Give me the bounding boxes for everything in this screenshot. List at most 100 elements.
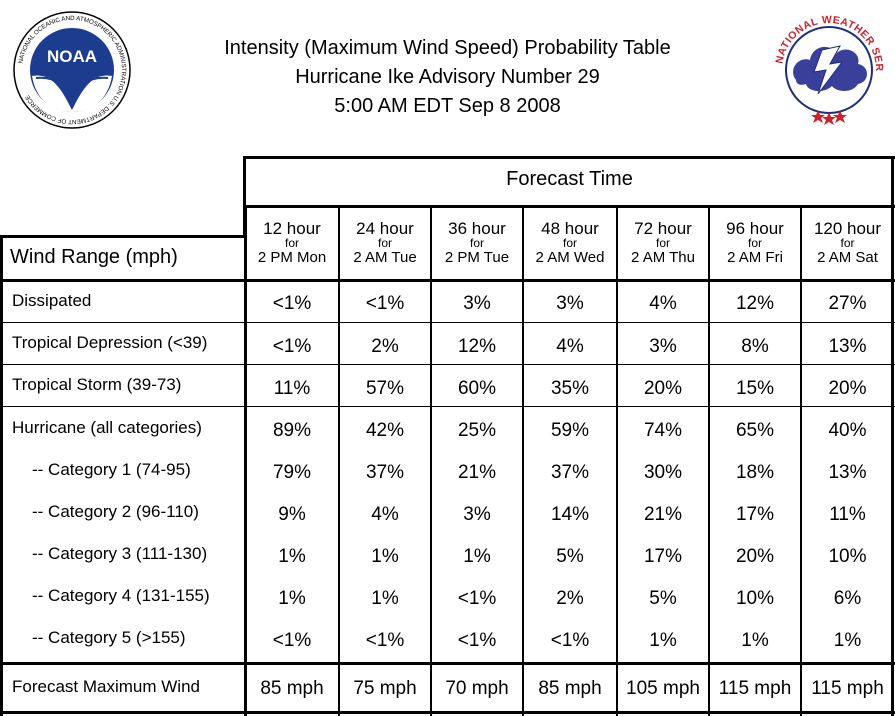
table-cell: 75 mph — [353, 678, 417, 699]
table-border — [0, 711, 895, 714]
table-cell: 17% — [735, 504, 775, 525]
table-divider — [0, 662, 895, 665]
column-for: for — [747, 236, 762, 250]
table-cell: 4% — [649, 293, 677, 314]
table-cell: 10% — [828, 546, 867, 567]
column-divider — [338, 205, 340, 716]
table-cell: 20% — [643, 378, 683, 399]
row-label: Hurricane (all categories) — [12, 418, 202, 437]
table-cell: 20% — [735, 546, 775, 567]
column-divider — [522, 205, 524, 716]
table-cell: 59% — [550, 420, 590, 441]
table-cell: 115 mph — [811, 678, 884, 699]
table-cell: 85 mph — [538, 678, 602, 699]
column-for: for — [284, 236, 299, 250]
table-cell: <1% — [457, 588, 497, 609]
column-date: 2 AM Sat — [817, 249, 878, 266]
table-cell: 12% — [735, 293, 775, 314]
table-cell: 1% — [741, 630, 769, 651]
table-divider — [0, 406, 895, 407]
table-cell: 1% — [278, 546, 306, 567]
table-cell: 11% — [273, 378, 311, 399]
noaa-logo: NOAA NATIONAL OCEANIC AND ATMOSPHERIC AD… — [13, 11, 131, 129]
table-cell: 2% — [556, 588, 584, 609]
table-cell: 8% — [741, 336, 769, 357]
title-line-1: Intensity (Maximum Wind Speed) Probabili… — [224, 37, 671, 59]
table-cell: 27% — [828, 293, 867, 314]
table-cell: 79% — [272, 462, 312, 483]
nws-logo: NATIONAL WEATHER SERVICE — [772, 8, 885, 125]
table-cell: 20% — [828, 378, 867, 399]
table-cell: 13% — [828, 462, 867, 483]
table-border — [0, 235, 246, 238]
table-cell: 35% — [550, 378, 590, 399]
table-cell: 105 mph — [626, 678, 700, 699]
table-cell: 11% — [829, 504, 866, 525]
table-cell: 1% — [463, 546, 491, 567]
column-hour: 120 hour — [813, 219, 882, 238]
table-cell: 1% — [278, 588, 306, 609]
column-for: for — [655, 236, 670, 250]
table-cell: 17% — [643, 546, 683, 567]
column-header: 96 hour for 2 AM Fri — [710, 220, 800, 266]
table-cell: <1% — [457, 630, 497, 651]
table-divider — [0, 279, 895, 282]
column-hour: 36 hour — [448, 219, 506, 238]
wind-range-header: Wind Range (mph) — [10, 246, 178, 268]
table-divider — [0, 364, 895, 365]
column-date: 2 AM Fri — [727, 249, 783, 266]
table-cell: 12% — [457, 336, 497, 357]
column-divider — [430, 205, 432, 716]
svg-text:NOAA: NOAA — [47, 47, 97, 66]
row-label: -- Category 5 (>155) — [32, 628, 186, 647]
column-hour: 12 hour — [263, 219, 321, 238]
table-border — [891, 156, 894, 716]
column-header: 48 hour for 2 AM Wed — [524, 220, 616, 266]
table-cell: 74% — [643, 420, 683, 441]
table-cell: 65% — [735, 420, 775, 441]
table-cell: 5% — [556, 546, 584, 567]
table-cell: 2% — [371, 336, 399, 357]
table-cell: 85 mph — [260, 678, 324, 699]
table-cell: 42% — [365, 420, 405, 441]
table-cell: 5% — [649, 588, 677, 609]
column-for: for — [377, 236, 392, 250]
table-divider — [0, 322, 895, 323]
column-divider — [800, 205, 802, 716]
table-cell: 1% — [649, 630, 677, 651]
row-label: Tropical Storm (39-73) — [12, 375, 182, 394]
table-border — [243, 156, 246, 236]
column-header: 24 hour for 2 AM Tue — [340, 220, 430, 266]
table-cell: 70 mph — [445, 678, 509, 699]
column-hour: 72 hour — [634, 219, 692, 238]
page-title: Intensity (Maximum Wind Speed) Probabili… — [0, 34, 895, 121]
table-cell: 10% — [735, 588, 775, 609]
table-cell: 9% — [278, 504, 306, 525]
table-cell: 21% — [457, 462, 497, 483]
table-cell: 3% — [463, 504, 491, 525]
table-cell: 3% — [649, 336, 677, 357]
column-for: for — [562, 236, 577, 250]
column-hour: 24 hour — [356, 219, 414, 238]
title-line-3: 5:00 AM EDT Sep 8 2008 — [334, 95, 561, 117]
table-cell: 37% — [365, 462, 405, 483]
column-header: 36 hour for 2 PM Tue — [432, 220, 522, 266]
column-hour: 48 hour — [541, 219, 599, 238]
column-hour: 96 hour — [726, 219, 784, 238]
table-cell: <1% — [272, 630, 312, 651]
column-header: 12 hour for 2 PM Mon — [246, 220, 338, 266]
table-cell: <1% — [272, 293, 312, 314]
title-line-2: Hurricane Ike Advisory Number 29 — [295, 66, 600, 88]
column-divider — [708, 205, 710, 716]
column-header: 120 hour for 2 AM Sat — [802, 220, 893, 266]
table-border — [0, 235, 3, 716]
row-label: -- Category 1 (74-95) — [32, 460, 191, 479]
table-cell: 3% — [556, 293, 584, 314]
forecast-time-header: Forecast Time — [506, 168, 633, 190]
column-date: 2 PM Mon — [257, 249, 327, 266]
column-divider — [244, 205, 247, 716]
table-cell: 15% — [735, 378, 775, 399]
table-cell: 1% — [371, 588, 399, 609]
table-cell: 21% — [643, 504, 683, 525]
table-border — [243, 156, 895, 159]
